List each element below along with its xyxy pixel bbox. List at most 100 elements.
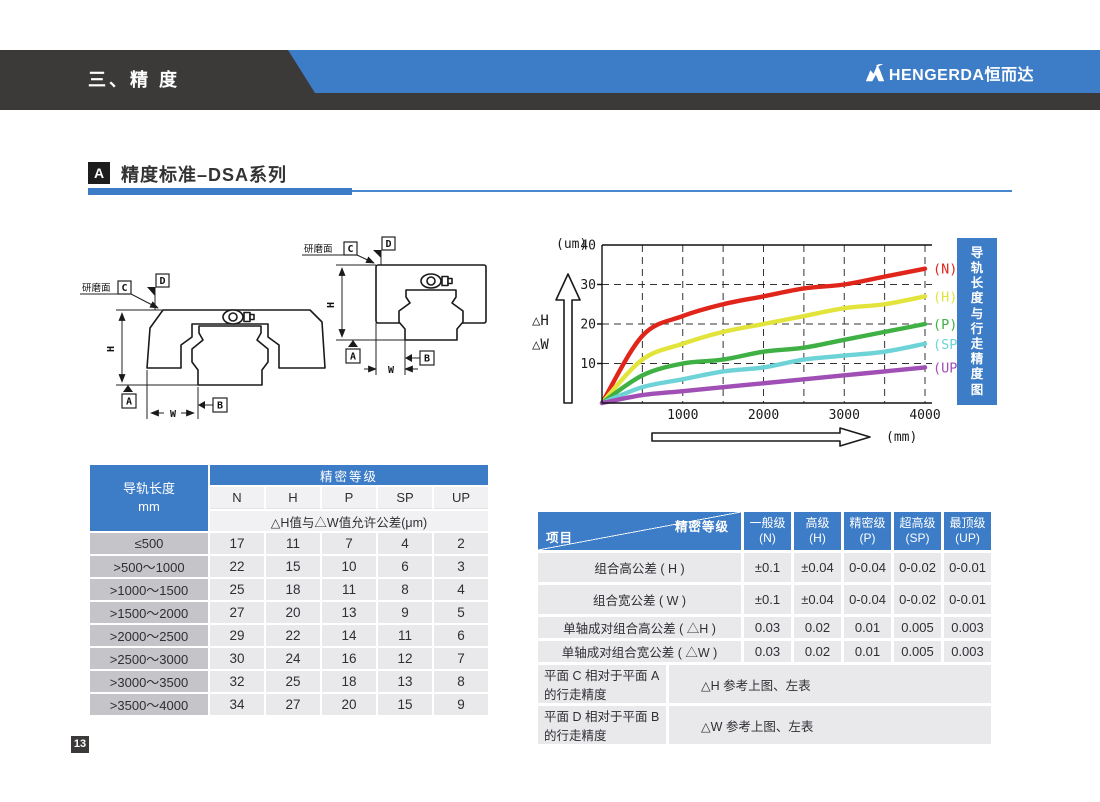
datum-a-box	[345, 348, 361, 364]
tolerance-value: 6	[378, 556, 432, 577]
tolerance-value: 27	[266, 694, 320, 715]
y-tick-label: 40	[580, 239, 596, 254]
guide-cross-section-diagrams: 研磨面 C D H A	[80, 236, 487, 420]
t2-tolerance-value: 0.02	[794, 641, 841, 662]
table-row: 单轴成对组合宽公差 ( △W ) 0.03 0.02 0.01 0.005 0.003	[538, 641, 991, 662]
t2-item-label: 组合高公差 ( H )	[538, 553, 741, 582]
tolerance-value: 17	[210, 533, 264, 554]
y-axis-arrow	[555, 273, 581, 404]
delta-h-label: △H	[532, 313, 549, 329]
section-rule-thick	[88, 188, 352, 195]
tolerance-value: 18	[266, 579, 320, 600]
t1-grade-header: 精密等级	[210, 465, 488, 485]
carriage-outline	[146, 309, 326, 369]
t1-grade-column: UP	[434, 487, 488, 509]
t2-tolerance-value: 0-0.04	[844, 553, 891, 582]
curve-(N)	[599, 266, 928, 406]
tolerance-value: 13	[322, 602, 376, 623]
t2-tolerance-value: ±0.04	[794, 585, 841, 614]
tolerance-value: 20	[322, 694, 376, 715]
banner-char: 度	[970, 291, 984, 306]
table-row: >1000～1500 25 18 11 8 4	[90, 579, 488, 600]
tolerance-value: 24	[266, 648, 320, 669]
tolerance-value: 8	[434, 671, 488, 692]
table-row: ≤500 17 11 7 4 2	[90, 533, 488, 554]
datum-a-box	[121, 393, 137, 409]
rail-length-range: >1500～2000	[90, 602, 208, 623]
tolerance-value: 20	[266, 602, 320, 623]
t2-corner-item: 项目	[546, 531, 574, 545]
grind-surface-label: 研磨面	[82, 283, 111, 294]
brand-text: HENGERDA恒而达	[888, 67, 1034, 84]
tolerance-value: 10	[322, 556, 376, 577]
table-row: 组合宽公差 ( W ) ±0.1 ±0.04 0-0.04 0-0.02 0-0.01	[538, 585, 991, 614]
chapter-title: 三、精 度	[88, 70, 181, 90]
header-blue-stripe	[288, 50, 1100, 93]
tolerance-value: 9	[434, 694, 488, 715]
chart-side-banner: 导轨长度与行走精度图	[957, 238, 997, 405]
curve-label: (N)	[933, 262, 957, 278]
tolerance-value: 8	[378, 579, 432, 600]
t2-reference-note: △H 参考上图、左表	[669, 665, 991, 703]
banner-char: 图	[970, 382, 984, 397]
tolerance-value: 4	[378, 533, 432, 554]
table-row: >2000～2500 29 22 14 11 6	[90, 625, 488, 646]
t2-tolerance-value: ±0.1	[744, 553, 791, 582]
t2-tolerance-value: 0-0.04	[844, 585, 891, 614]
svg-text:C: C	[121, 283, 127, 294]
grind-surface-label: 研磨面	[304, 244, 333, 255]
t2-tolerance-value: 0.005	[894, 617, 941, 638]
t2-grade-column: 高级 (H)	[794, 512, 841, 550]
section-title: 精度标准–DSA系列	[121, 165, 288, 185]
t2-tolerance-value: ±0.04	[794, 553, 841, 582]
table-row: >3500～4000 34 27 20 15 9	[90, 694, 488, 715]
rail-profile	[191, 325, 269, 386]
t1-grade-column: SP	[378, 487, 432, 509]
t2-tolerance-value: 0-0.02	[894, 553, 941, 582]
tolerance-value: 15	[266, 556, 320, 577]
banner-char: 长	[970, 276, 984, 291]
table-row: 组合高公差 ( H ) ±0.1 ±0.04 0-0.04 0-0.02 0-0.01	[538, 553, 991, 582]
t2-tolerance-value: 0.01	[844, 617, 891, 638]
svg-text:B: B	[424, 354, 430, 365]
t2-tolerance-value: 0.03	[744, 617, 791, 638]
y-tick-label: 20	[580, 318, 596, 333]
tolerance-value: 18	[322, 671, 376, 692]
tolerance-value: 25	[266, 671, 320, 692]
curve-label: (H)	[933, 289, 957, 305]
diagram-flange-type: 研磨面 C D H A	[80, 273, 326, 420]
t2-item-label: 平面 C 相对于平面 A 的行走精度	[538, 665, 666, 703]
t2-tolerance-value: 0-0.02	[894, 585, 941, 614]
tolerance-value: 30	[210, 648, 264, 669]
datum-b-box	[212, 397, 228, 413]
t2-tolerance-value: 0-0.01	[944, 553, 991, 582]
t2-item-label: 单轴成对组合宽公差 ( △W )	[538, 641, 741, 662]
curve-(H)	[599, 294, 928, 406]
tolerance-value: 14	[322, 625, 376, 646]
t1-grade-column: N	[210, 487, 264, 509]
tolerance-value: 15	[378, 694, 432, 715]
t1-grade-column: H	[266, 487, 320, 509]
diagram-square-type: 研磨面 C D H A	[302, 236, 487, 376]
x-axis-unit: (mm)	[886, 430, 917, 445]
section-rule-thin	[352, 190, 1012, 192]
dim-h-label: H	[326, 302, 337, 308]
tolerance-value: 4	[434, 579, 488, 600]
t2-grade-column: 最顶级 (UP)	[944, 512, 991, 550]
t2-item-label: 单轴成对组合高公差 ( △H )	[538, 617, 741, 638]
table-row: >2500～3000 30 24 16 12 7	[90, 648, 488, 669]
t2-tolerance-value: 0-0.01	[944, 585, 991, 614]
datum-b-box	[419, 350, 435, 366]
tolerance-value: 11	[266, 533, 320, 554]
table-row: 平面 D 相对于平面 B 的行走精度 △W 参考上图、左表	[538, 706, 991, 744]
y-tick-label: 10	[580, 357, 596, 372]
rail-length-range: >2000～2500	[90, 625, 208, 646]
table-row: >1500～2000 27 20 13 9 5	[90, 602, 488, 623]
tolerance-value: 11	[378, 625, 432, 646]
tolerance-value: 9	[378, 602, 432, 623]
table-row: >3000～3500 32 25 18 13 8	[90, 671, 488, 692]
tolerance-value: 34	[210, 694, 264, 715]
rail-length-tolerance-table: 导轨长度 mm 精密等级 N H P SP UP △H值与△W值允许公差(μm) ≤50…	[88, 463, 490, 717]
grease-nipple-icon	[420, 273, 453, 289]
